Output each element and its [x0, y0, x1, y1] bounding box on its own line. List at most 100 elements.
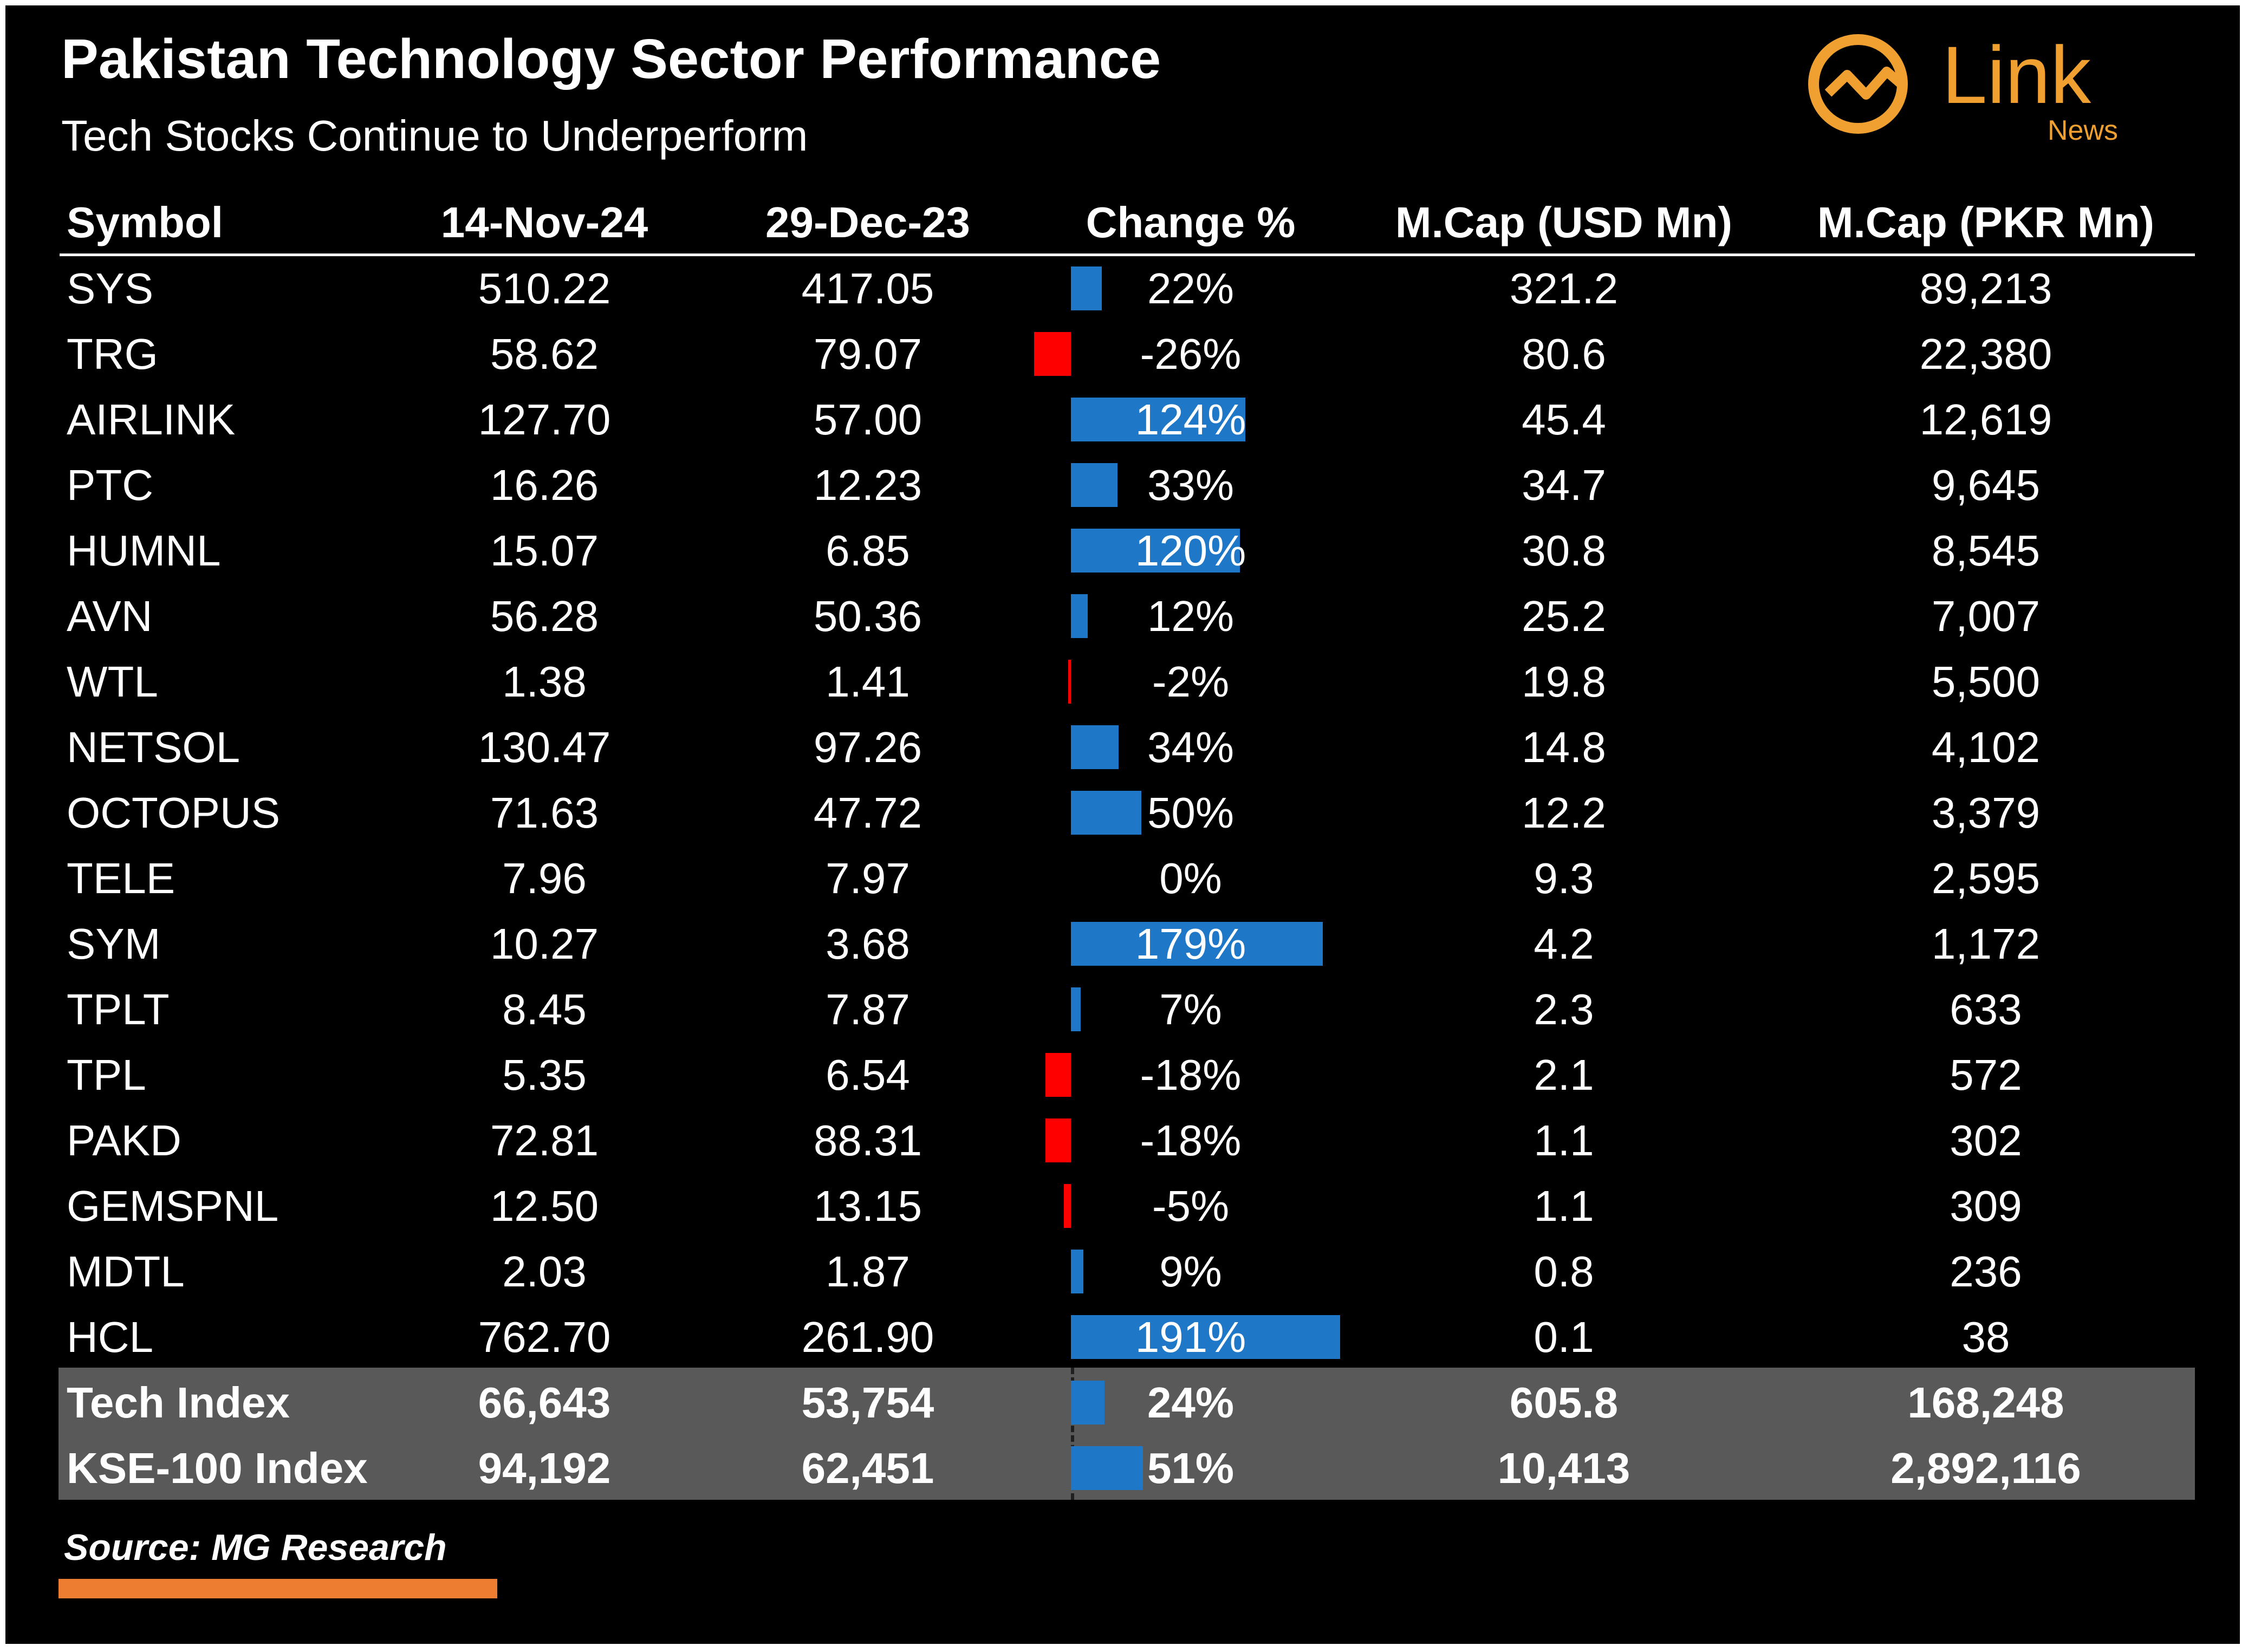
- header-symbol: Symbol: [67, 198, 223, 246]
- cell-mcap-usd: 2.1: [1534, 1051, 1594, 1099]
- header-change-pct: Change %: [1086, 198, 1296, 246]
- cell-29-dec-23: 97.26: [813, 723, 922, 771]
- summary-row: KSE-100 Index 94,192 62,451 51% 10,413 2,892,…: [0, 1435, 2248, 1501]
- cell-mcap-usd: 19.8: [1522, 658, 1606, 706]
- cell-29-dec-23: 53,754: [801, 1378, 934, 1427]
- cell-29-dec-23: 7.87: [826, 985, 910, 1033]
- cell-mcap-usd: 14.8: [1522, 723, 1606, 771]
- table-row: AIRLINK 127.70 57.00 124% 45.4 12,619: [0, 387, 2248, 452]
- cell-14-nov-24: 56.28: [490, 592, 599, 640]
- cell-symbol: TELE: [67, 854, 176, 902]
- table-row: OCTOPUS 71.63 47.72 50% 12.2 3,379: [0, 780, 2248, 845]
- cell-mcap-pkr: 3,379: [1931, 789, 2041, 837]
- cell-14-nov-24: 5.35: [502, 1051, 587, 1099]
- cell-14-nov-24: 10.27: [490, 920, 599, 968]
- change-bar: [1071, 791, 1141, 835]
- logo-text: Link: [1942, 29, 2091, 120]
- cell-change-pct: 12%: [1147, 592, 1235, 640]
- cell-mcap-usd: 80.6: [1522, 330, 1606, 378]
- table-row: TPLT 8.45 7.87 7% 2.3 633: [0, 977, 2248, 1042]
- change-bar: [1071, 1381, 1105, 1425]
- cell-symbol: PTC: [67, 461, 153, 509]
- cell-mcap-pkr: 89,213: [1919, 264, 2052, 313]
- cell-mcap-usd: 1.1: [1534, 1116, 1594, 1165]
- change-bar: [1071, 1250, 1084, 1293]
- cell-29-dec-23: 50.36: [813, 592, 922, 640]
- cell-mcap-usd: 9.3: [1534, 854, 1594, 902]
- cell-mcap-pkr: 2,892,116: [1890, 1444, 2081, 1492]
- cell-29-dec-23: 57.00: [813, 395, 922, 444]
- cell-mcap-usd: 34.7: [1522, 461, 1606, 509]
- cell-mcap-pkr: 38: [1961, 1313, 2010, 1361]
- cell-change-pct: 7%: [1159, 985, 1222, 1033]
- cell-symbol: NETSOL: [67, 723, 241, 771]
- table-row: SYS 510.22 417.05 22% 321.2 89,213: [0, 256, 2248, 321]
- header-mcap-pkr: M.Cap (PKR Mn): [1817, 198, 2155, 246]
- cell-symbol: TRG: [67, 330, 158, 378]
- table-row: PTC 16.26 12.23 33% 34.7 9,645: [0, 452, 2248, 518]
- cell-14-nov-24: 8.45: [502, 985, 587, 1033]
- change-bar: [1071, 987, 1081, 1031]
- logo-subtext: News: [2048, 115, 2118, 146]
- cell-14-nov-24: 127.70: [478, 395, 611, 444]
- change-bar: [1064, 1184, 1071, 1228]
- cell-mcap-usd: 0.8: [1534, 1247, 1594, 1296]
- cell-mcap-usd: 30.8: [1522, 526, 1606, 575]
- table-row: GEMSPNL 12.50 13.15 -5% 1.1 309: [0, 1173, 2248, 1239]
- change-bar: [1071, 1446, 1143, 1490]
- cell-symbol: KSE-100 Index: [67, 1444, 368, 1492]
- change-bar: [1071, 529, 1240, 573]
- header-29-dec-23: 29-Dec-23: [765, 198, 971, 246]
- table-row: SYM 10.27 3.68 179% 4.2 1,172: [0, 911, 2248, 977]
- cell-mcap-pkr: 168,248: [1907, 1378, 2064, 1427]
- cell-change-pct: 120%: [1135, 526, 1246, 575]
- cell-change-pct: 51%: [1147, 1444, 1235, 1492]
- cell-symbol: SYM: [67, 920, 161, 968]
- header-mcap-usd: M.Cap (USD Mn): [1395, 198, 1733, 246]
- cell-change-pct: -18%: [1140, 1051, 1242, 1099]
- cell-14-nov-24: 762.70: [478, 1313, 611, 1361]
- change-bar: [1071, 463, 1117, 507]
- cell-14-nov-24: 130.47: [478, 723, 611, 771]
- cell-14-nov-24: 94,192: [478, 1444, 611, 1492]
- bar-zero-axis: [1071, 1368, 1074, 1500]
- cell-mcap-usd: 605.8: [1509, 1378, 1619, 1427]
- cell-mcap-pkr: 2,595: [1931, 854, 2041, 902]
- cell-symbol: TPL: [67, 1051, 146, 1099]
- cell-symbol: MDTL: [67, 1247, 185, 1296]
- cell-29-dec-23: 12.23: [813, 461, 922, 509]
- change-bar: [1071, 266, 1102, 310]
- cell-mcap-pkr: 572: [1950, 1051, 2022, 1099]
- chart-title: Pakistan Technology Sector Performance: [61, 28, 1161, 90]
- cell-change-pct: -5%: [1152, 1182, 1230, 1230]
- change-bar: [1045, 1053, 1071, 1097]
- cell-mcap-usd: 1.1: [1534, 1182, 1594, 1230]
- cell-mcap-usd: 25.2: [1522, 592, 1606, 640]
- cell-29-dec-23: 1.87: [826, 1247, 910, 1296]
- cell-change-pct: 33%: [1147, 461, 1235, 509]
- cell-symbol: GEMSPNL: [67, 1182, 279, 1230]
- cell-change-pct: 191%: [1135, 1313, 1246, 1361]
- cell-mcap-usd: 10,413: [1497, 1444, 1630, 1492]
- source-note: Source: MG Research: [64, 1527, 447, 1568]
- cell-29-dec-23: 62,451: [801, 1444, 934, 1492]
- cell-change-pct: 179%: [1135, 920, 1246, 968]
- cell-mcap-pkr: 9,645: [1931, 461, 2041, 509]
- cell-14-nov-24: 12.50: [490, 1182, 599, 1230]
- cell-29-dec-23: 1.41: [826, 658, 910, 706]
- change-bar: [1071, 1315, 1340, 1359]
- cell-14-nov-24: 15.07: [490, 526, 599, 575]
- table-row: HUMNL 15.07 6.85 120% 30.8 8,545: [0, 518, 2248, 583]
- link-news-logo: Link News: [1808, 29, 2118, 146]
- cell-29-dec-23: 6.85: [826, 526, 910, 575]
- cell-symbol: WTL: [67, 658, 158, 706]
- header-divider: [60, 253, 2195, 256]
- cell-14-nov-24: 71.63: [490, 789, 599, 837]
- table-row: HCL 762.70 261.90 191% 0.1 38: [0, 1304, 2248, 1370]
- cell-29-dec-23: 6.54: [826, 1051, 910, 1099]
- source-underline: [59, 1579, 497, 1598]
- summary-row: Tech Index 66,643 53,754 24% 605.8 168,248: [0, 1370, 2248, 1435]
- cell-29-dec-23: 47.72: [813, 789, 922, 837]
- cell-change-pct: 22%: [1147, 264, 1235, 313]
- cell-29-dec-23: 79.07: [813, 330, 922, 378]
